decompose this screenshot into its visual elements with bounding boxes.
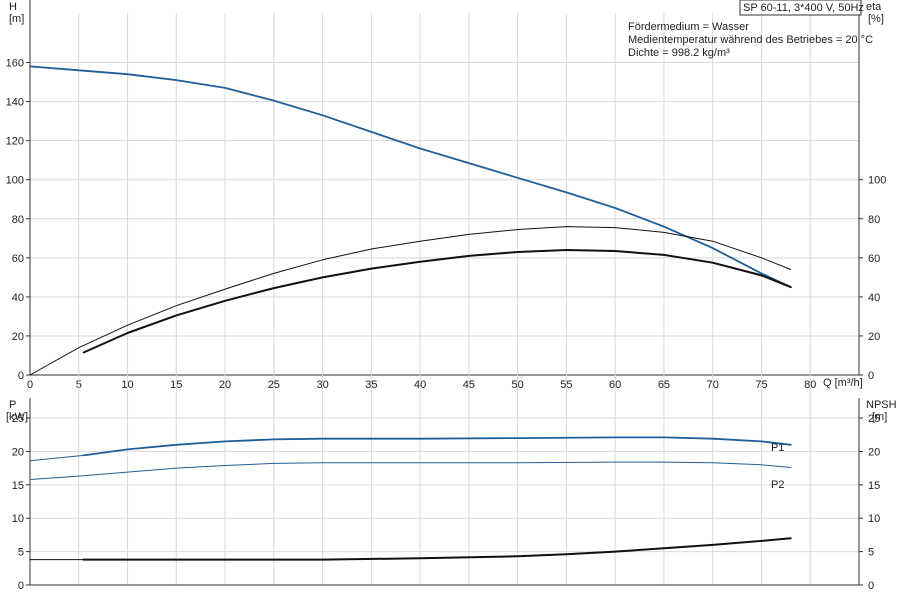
- top-right-tick-label: 60: [868, 253, 880, 265]
- top-left-tick-label: 0: [18, 370, 24, 382]
- bottom-left-tick-label: 5: [18, 547, 24, 559]
- p2-series-label: P2: [771, 479, 784, 491]
- bottom-left-tick-label: 0: [18, 580, 24, 592]
- top-left-tick-label: 140: [6, 97, 24, 109]
- top-x-tick-label: 0: [27, 379, 33, 391]
- series-P1: [82, 436, 792, 457]
- top-left-tick-label: 120: [6, 136, 24, 148]
- top-right-tick-label: 0: [868, 370, 874, 382]
- bottom-left-axis-symbol: P: [9, 399, 16, 411]
- bottom-right-tick-label: 15: [868, 480, 880, 492]
- top-left-tick-label: 160: [6, 58, 24, 70]
- bottom-left-tick-label: 20: [12, 446, 24, 458]
- model-label: SP 60-11, 3*400 V, 50Hz: [743, 2, 864, 14]
- top-left-tick-label: 80: [12, 214, 24, 226]
- series-P1-ext: [29, 454, 85, 462]
- bottom-left-tick-label: 25: [12, 413, 24, 425]
- info-density: Dichte = 998.2 kg/m³: [628, 47, 730, 59]
- top-left-tick-label: 100: [6, 175, 24, 187]
- top-x-axis-label: Q [m³/h]: [823, 377, 863, 389]
- top-right-tick-label: 80: [868, 214, 880, 226]
- top-right-axis-symbol: eta: [866, 1, 882, 13]
- p1-series-label: P1: [771, 442, 784, 454]
- bottom-right-tick-label: 5: [868, 547, 874, 559]
- top-right-tick-label: 20: [868, 331, 880, 343]
- top-right-tick-label: 100: [868, 175, 886, 187]
- bottom-left-tick-label: 15: [12, 480, 24, 492]
- bottom-left-tick-label: 10: [12, 513, 24, 525]
- top-left-tick-label: 40: [12, 292, 24, 304]
- top-left-tick-label: 60: [12, 253, 24, 265]
- bottom-right-axis-unit: [m]: [872, 411, 887, 423]
- bottom-right-tick-label: 25: [868, 413, 880, 425]
- bottom-left-axis-unit: [kW]: [6, 411, 28, 423]
- top-left-tick-label: 20: [12, 331, 24, 343]
- series-NPSH: [82, 537, 792, 561]
- series-H: [29, 65, 792, 289]
- info-temperature: Medientemperatur während des Betriebes =…: [628, 34, 873, 46]
- bottom-right-tick-label: 0: [868, 580, 874, 592]
- series-eta-thick: [82, 249, 792, 354]
- top-right-tick-label: 40: [868, 292, 880, 304]
- bottom-right-axis-symbol: NPSH: [866, 399, 897, 411]
- top-right-axis-unit: [%]: [868, 13, 884, 25]
- model-box: [739, 0, 862, 16]
- bottom-right-tick-label: 20: [868, 446, 880, 458]
- series-P2: [29, 461, 792, 480]
- info-medium: Fördermedium = Wasser: [628, 21, 749, 33]
- bottom-right-tick-label: 10: [868, 513, 880, 525]
- top-left-axis-unit: [m]: [9, 13, 24, 25]
- series-eta-thin: [29, 226, 792, 376]
- power-npsh-chart: 0 5 10 15 20 25 0 5 10 15 20 25: [12, 368, 880, 592]
- top-left-axis-symbol: H: [9, 1, 17, 13]
- head-efficiency-chart: 0204060801001201401600204060801000510152…: [6, 0, 886, 391]
